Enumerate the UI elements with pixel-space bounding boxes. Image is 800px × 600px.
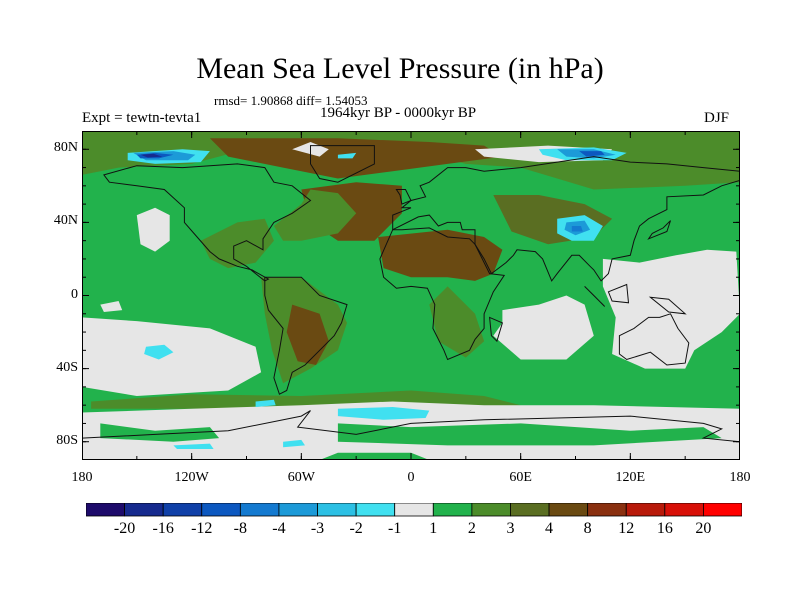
colorbar-swatch xyxy=(394,503,434,517)
period-label: 1964kyr BP - 0000kyr BP xyxy=(320,105,477,121)
contour-region-cyan xyxy=(337,152,357,159)
colorbar-label: -3 xyxy=(310,520,325,537)
colorbar-swatch xyxy=(239,503,280,517)
coastline xyxy=(647,220,671,240)
coastline xyxy=(607,283,630,304)
contour-region-brown xyxy=(209,138,503,179)
coastline xyxy=(264,276,348,395)
contour-region-brown xyxy=(286,304,329,365)
colorbar-swatch xyxy=(278,503,318,517)
contour-region-green xyxy=(319,452,430,460)
colorbar-swatch xyxy=(510,503,550,517)
coastline xyxy=(489,316,504,343)
contour-region-cyan xyxy=(283,439,305,448)
coastline xyxy=(584,286,606,307)
colorbar-swatch xyxy=(432,503,473,517)
x-tick-label: 60W xyxy=(287,470,315,485)
colorbar-label: 12 xyxy=(618,520,635,537)
colorbar-label: -16 xyxy=(152,520,174,537)
coastline xyxy=(648,296,687,315)
colorbar-swatch xyxy=(703,503,742,517)
colorbar-label: -20 xyxy=(113,520,136,537)
y-tick-label: 80S xyxy=(56,432,78,448)
colorbar-label: -2 xyxy=(349,520,363,537)
coastlines xyxy=(82,145,740,460)
colorbar-label: 1 xyxy=(429,520,438,537)
coastline xyxy=(379,227,506,361)
x-tick-label: 180 xyxy=(729,470,751,485)
colorbar-label: -12 xyxy=(191,520,213,537)
colorbar-label: 20 xyxy=(695,520,712,537)
colorbar-swatch xyxy=(124,503,164,517)
coastline xyxy=(310,145,375,183)
contour-region-blue3 xyxy=(579,151,605,157)
contour-region-cyan xyxy=(144,344,174,360)
coastline xyxy=(82,410,740,460)
contour-regions xyxy=(82,131,740,460)
contour-region-cyan xyxy=(337,407,430,420)
x-tick-label: 120E xyxy=(615,470,646,485)
coastline xyxy=(395,189,412,205)
colorbar-label: 4 xyxy=(545,520,554,537)
contour-region-white xyxy=(602,249,740,369)
y-tick-label: 0 xyxy=(71,286,78,302)
map-frame xyxy=(82,131,740,460)
colorbar-label: -8 xyxy=(233,520,247,537)
colorbar-swatch xyxy=(625,503,666,517)
colorbar-swatch xyxy=(86,503,125,517)
colorbar-swatch xyxy=(587,503,627,517)
contour-region-cyan xyxy=(255,399,276,407)
x-tick-label: 180 xyxy=(71,470,93,485)
colorbar xyxy=(86,503,742,517)
contour-region-olive xyxy=(273,189,357,241)
x-tick-label: 60E xyxy=(509,470,532,485)
contour-region-white xyxy=(82,317,262,396)
colorbar-swatch xyxy=(317,503,357,517)
contour-region-white xyxy=(493,295,594,360)
coastline xyxy=(618,313,690,366)
colorbar-label: -1 xyxy=(388,520,402,537)
contour-region-white xyxy=(100,301,123,312)
pressure-map xyxy=(82,131,740,460)
contour-region-green xyxy=(100,423,220,442)
colorbar-label: 8 xyxy=(583,520,592,537)
contour-region-brown xyxy=(378,229,503,281)
season-label: DJF xyxy=(704,110,730,126)
x-tick-label: 120W xyxy=(174,470,209,485)
colorbar-label: 2 xyxy=(467,520,476,537)
stats-text: rmsd= 1.90868 diff= 1.54053 xyxy=(214,93,368,108)
colorbar-swatch xyxy=(201,503,241,517)
experiment-label: Expt = tewtn-tevta1 xyxy=(82,110,202,126)
y-tick-label: 40N xyxy=(53,213,78,229)
plot-title: Mean Sea Level Pressure (in hPa) xyxy=(196,52,604,85)
colorbar-label: 3 xyxy=(506,520,515,537)
x-tick-label: 0 xyxy=(407,470,415,485)
contour-region-blue2 xyxy=(571,226,583,232)
y-tick-label: 80N xyxy=(53,140,78,156)
colorbar-label: -4 xyxy=(272,520,286,537)
colorbar-swatch xyxy=(162,503,203,517)
contour-region-navy xyxy=(140,153,163,158)
contour-region-cyan xyxy=(173,443,214,449)
contour-region-olive xyxy=(429,286,485,358)
contour-region-olive xyxy=(200,218,274,269)
y-tick-label: 40S xyxy=(56,359,78,375)
colorbar-swatch xyxy=(355,503,396,517)
colorbar-swatch xyxy=(664,503,704,517)
colorbar-label: 16 xyxy=(656,520,673,537)
coastline xyxy=(392,156,740,282)
contour-region-white xyxy=(136,207,170,252)
colorbar-swatch xyxy=(471,503,511,517)
coastline xyxy=(103,163,312,282)
colorbar-swatch xyxy=(548,503,589,517)
contour-region-green xyxy=(337,423,722,446)
